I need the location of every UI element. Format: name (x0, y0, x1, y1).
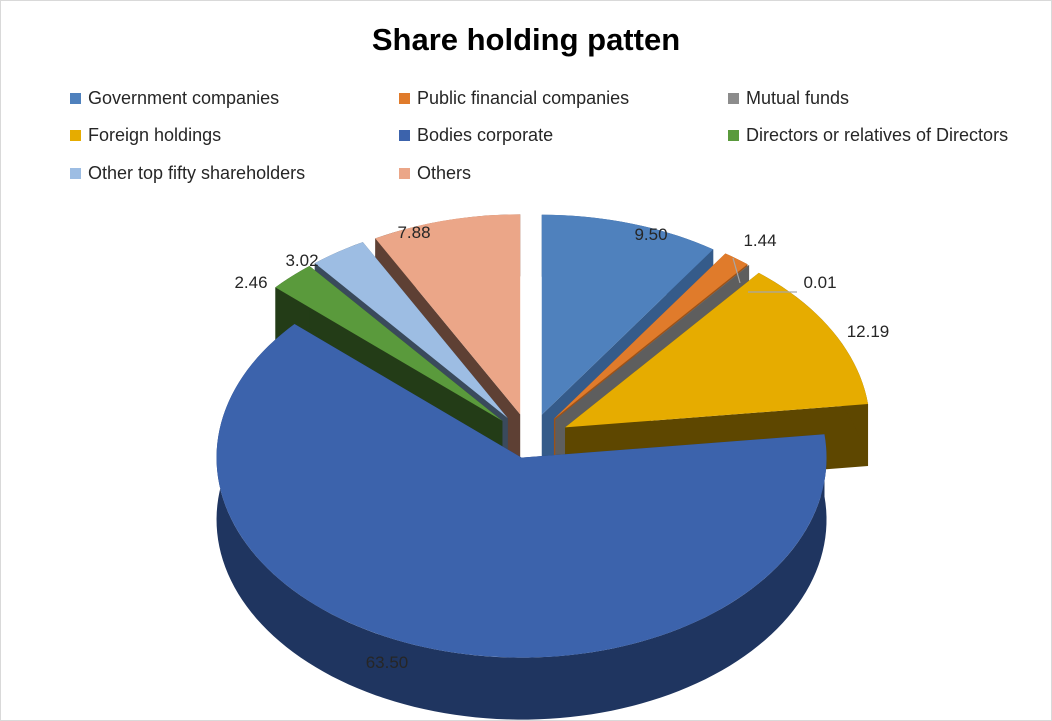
data-label-government-companies: 9.50 (634, 225, 667, 244)
legend-item-other-top-fifty: Other top fifty shareholders (70, 162, 305, 184)
leader-line (732, 257, 741, 284)
legend-label: Public financial companies (417, 87, 630, 108)
legend-item-government-companies: Government companies (70, 87, 279, 109)
legend-swatch (728, 92, 739, 104)
legend-swatch (399, 129, 410, 141)
legend-label: Bodies corporate (417, 124, 554, 145)
chart-title: Share holding patten (371, 22, 681, 57)
slice-bodies-corporate (216, 324, 827, 720)
legend-label: Other top fifty shareholders (88, 162, 306, 183)
legend-swatch (728, 129, 739, 141)
legend-label: Directors or relatives of Directors (746, 124, 1009, 145)
legend-item-foreign-holdings: Foreign holdings (70, 124, 221, 146)
legend-label: Foreign holdings (88, 124, 222, 145)
legend-label: Others (417, 162, 472, 183)
legend-label: Government companies (88, 87, 280, 108)
legend-item-bodies-corporate: Bodies corporate (399, 124, 553, 146)
data-label-bodies-corporate: 63.50 (366, 653, 409, 672)
data-label-mutual-funds: 0.01 (803, 273, 836, 292)
legend-label: Mutual funds (746, 87, 850, 108)
legend-swatch (70, 92, 81, 104)
legend-item-public-financial-companies: Public financial companies (399, 87, 629, 109)
legend-swatch (399, 167, 410, 179)
legend-swatch (70, 167, 81, 179)
data-label-directors-or-relatives-of-directors: 2.46 (234, 273, 267, 292)
legend-swatch (399, 92, 410, 104)
data-label-public-financial-companies: 1.44 (743, 231, 776, 250)
legend-item-others: Others (399, 162, 471, 184)
legend-item-mutual-funds: Mutual funds (728, 87, 849, 109)
legend-swatch (70, 129, 81, 141)
data-label-foreign-holdings: 12.19 (847, 322, 890, 341)
data-label-other-top-fifty-shareholders: 3.02 (285, 251, 318, 270)
data-label-others: 7.88 (397, 223, 430, 242)
legend-item-directors: Directors or relatives of Directors (728, 124, 1008, 146)
